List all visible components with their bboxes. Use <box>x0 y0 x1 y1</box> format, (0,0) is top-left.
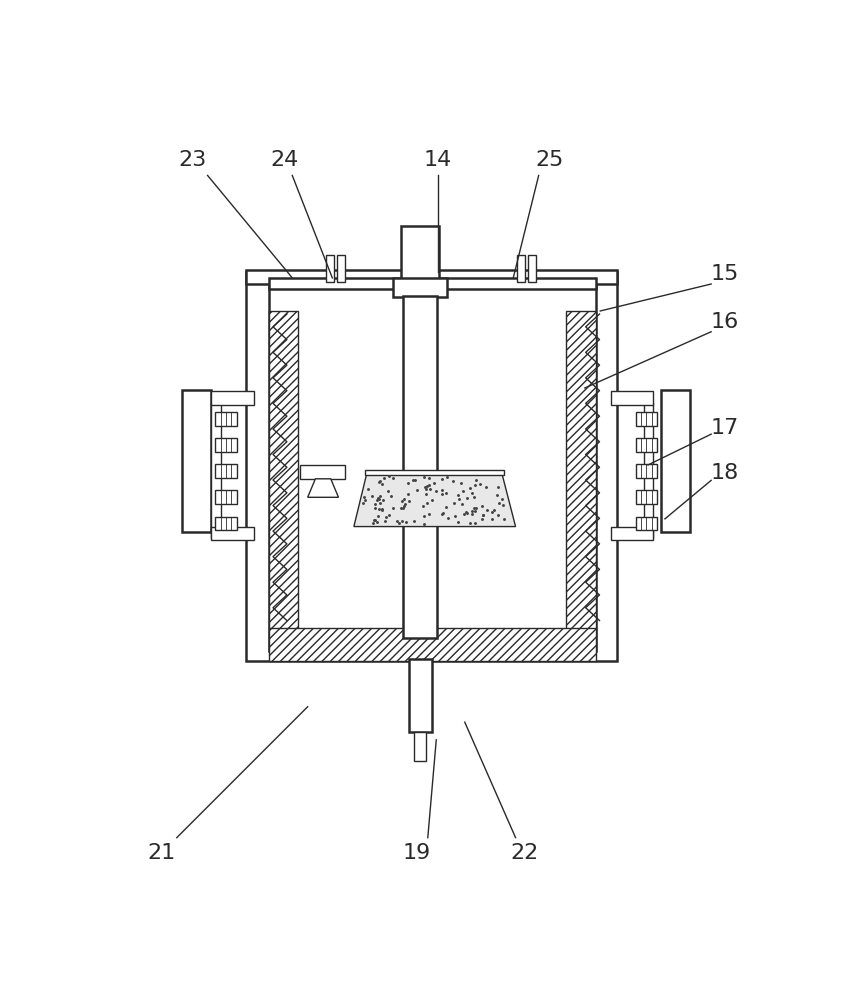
Polygon shape <box>308 479 339 497</box>
Bar <box>211 391 254 405</box>
Bar <box>611 391 653 405</box>
Bar <box>636 490 657 504</box>
Text: 19: 19 <box>403 843 431 863</box>
Bar <box>215 517 237 530</box>
Bar <box>215 438 237 452</box>
Bar <box>644 403 653 538</box>
Text: 22: 22 <box>510 843 539 863</box>
Bar <box>269 278 596 289</box>
Bar <box>269 628 596 661</box>
Text: 17: 17 <box>711 418 739 438</box>
Bar <box>636 438 657 452</box>
Text: 24: 24 <box>270 150 298 170</box>
Bar <box>326 255 333 282</box>
Text: 21: 21 <box>147 843 175 863</box>
Bar <box>269 311 298 651</box>
Bar <box>269 282 596 651</box>
Bar <box>246 272 617 661</box>
Bar <box>215 412 237 426</box>
Bar <box>528 255 535 282</box>
Bar <box>404 296 437 638</box>
Bar <box>661 389 690 532</box>
Text: 25: 25 <box>535 150 563 170</box>
Bar <box>215 490 237 504</box>
Bar <box>566 311 596 651</box>
Bar <box>211 403 221 538</box>
Text: 18: 18 <box>711 463 739 483</box>
Bar <box>364 470 504 475</box>
Bar <box>215 464 237 478</box>
Bar <box>211 527 254 540</box>
Bar <box>300 465 345 479</box>
Bar <box>636 517 657 530</box>
Text: 15: 15 <box>711 264 740 284</box>
Bar <box>401 226 439 284</box>
Text: 23: 23 <box>178 150 206 170</box>
Text: 16: 16 <box>711 312 739 332</box>
Bar <box>414 732 427 761</box>
Polygon shape <box>354 473 516 527</box>
Bar <box>393 278 447 297</box>
Bar <box>337 255 345 282</box>
Bar <box>182 389 211 532</box>
Bar <box>409 659 432 732</box>
Bar <box>246 270 617 284</box>
Bar <box>611 527 653 540</box>
Text: 14: 14 <box>424 150 452 170</box>
Bar <box>636 464 657 478</box>
Bar <box>636 412 657 426</box>
Bar <box>517 255 525 282</box>
